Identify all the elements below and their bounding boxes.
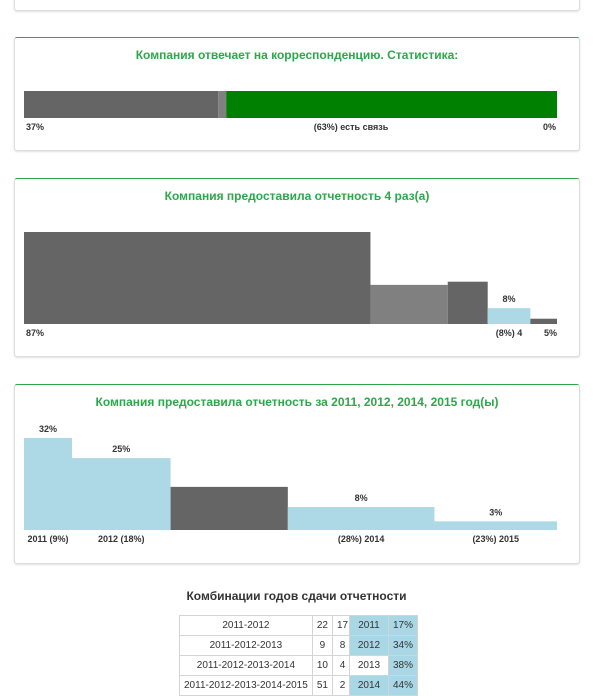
reporting-years-bar-1 (71, 458, 171, 530)
reporting-years-chart: 32% 2011 (9%) 25% 2012 (18%) 8% (28%) 2014 3% (… (24, 424, 557, 544)
reporting-years-top-label-3: 8% (355, 493, 368, 503)
years-table: 2011 17% 2012 34% 2013 38% 2014 44% (349, 615, 419, 696)
correspondence-segment-2 (226, 91, 557, 118)
combination-combo-cell: 2011-2012 (179, 615, 313, 636)
combination-a-cell: 22 (311, 615, 333, 636)
reporting-years-top-label-1: 25% (112, 444, 130, 454)
reporting-years-bottom-label-4: (23%) 2015 (472, 534, 519, 544)
year-row: 2013 38% (349, 655, 419, 676)
year-cell: 2011 (349, 615, 389, 636)
reporting-count-bar-3 (487, 308, 531, 324)
reporting-count-title: Компания предоставила отчетность 4 раз(а… (164, 189, 430, 203)
reporting-count-card: Компания предоставила отчетность 4 раз(а… (14, 178, 580, 357)
combination-row: 2011-2012 22 17 (179, 615, 354, 636)
reporting-years-bottom-label-3: (28%) 2014 (338, 534, 385, 544)
correspondence-label-0: 37% (26, 122, 44, 132)
reporting-count-bottom-label-4: 5% (544, 328, 557, 338)
reporting-years-title: Компания предоставила отчетность за 2011… (95, 395, 499, 409)
year-row: 2012 34% (349, 635, 419, 656)
reporting-count-bottom-label-0: 87% (26, 328, 44, 338)
reporting-years-card: Компания предоставила отчетность за 2011… (14, 384, 580, 564)
year-cell: 2012 (349, 635, 389, 656)
combinations-table: 2011-2012 22 17 2011-2012-2013 9 8 2011-2012-2… (179, 615, 354, 696)
reporting-count-bar-0 (24, 232, 371, 324)
reporting-years-bottom-label-1: 2012 (18%) (98, 534, 145, 544)
combination-row: 2011-2012-2013 9 8 (179, 635, 354, 656)
combinations-title: Комбинации годов сдачи отчетности (186, 589, 407, 603)
top-card-partial (14, 0, 580, 11)
reporting-years-bar-4 (434, 521, 557, 530)
reporting-years-bar-0 (24, 438, 72, 530)
correspondence-title: Компания отвечает на корреспонденцию. Ст… (135, 48, 459, 62)
year-percent-cell: 38% (387, 655, 419, 676)
reporting-count-bottom-label-3: (8%) 4 (496, 328, 523, 338)
reporting-years-bar-3 (287, 507, 435, 530)
reporting-count-bar-2 (447, 281, 488, 324)
reporting-count-bar-4 (530, 318, 557, 324)
reporting-count-bar-1 (370, 284, 448, 324)
reporting-years-bottom-label-0: 2011 (9%) (27, 534, 68, 544)
year-cell: 2013 (349, 655, 389, 676)
combination-a-cell: 10 (311, 655, 333, 676)
year-percent-cell: 17% (387, 615, 419, 636)
year-row: 2011 17% (349, 615, 419, 636)
year-percent-cell: 44% (387, 675, 419, 696)
correspondence-label-2: (63%) есть связь (314, 122, 389, 132)
combination-row: 2011-2012-2013-2014-2015 51 2 (179, 675, 354, 696)
year-cell: 2014 (349, 675, 389, 696)
correspondence-label-3: 0% (543, 122, 556, 132)
correspondence-segment-0 (24, 91, 219, 118)
reporting-years-bar-2 (170, 486, 288, 530)
combination-row: 2011-2012-2013-2014 10 4 (179, 655, 354, 676)
correspondence-card: Компания отвечает на корреспонденцию. Ст… (14, 37, 580, 151)
combination-combo-cell: 2011-2012-2013-2014-2015 (179, 675, 313, 696)
combination-combo-cell: 2011-2012-2013-2014 (179, 655, 313, 676)
reporting-count-top-label-3: 8% (503, 294, 516, 304)
year-percent-cell: 34% (387, 635, 419, 656)
reporting-years-top-label-0: 32% (39, 424, 57, 434)
reporting-count-chart: 87% 8% (8%) 4 5% (24, 232, 557, 338)
combination-combo-cell: 2011-2012-2013 (179, 635, 313, 656)
correspondence-chart: 37% (63%) есть связь 0% (24, 91, 557, 132)
combination-a-cell: 9 (311, 635, 333, 656)
correspondence-segment-1 (218, 91, 227, 118)
year-row: 2014 44% (349, 675, 419, 696)
combination-a-cell: 51 (311, 675, 333, 696)
reporting-years-top-label-4: 3% (489, 507, 502, 517)
